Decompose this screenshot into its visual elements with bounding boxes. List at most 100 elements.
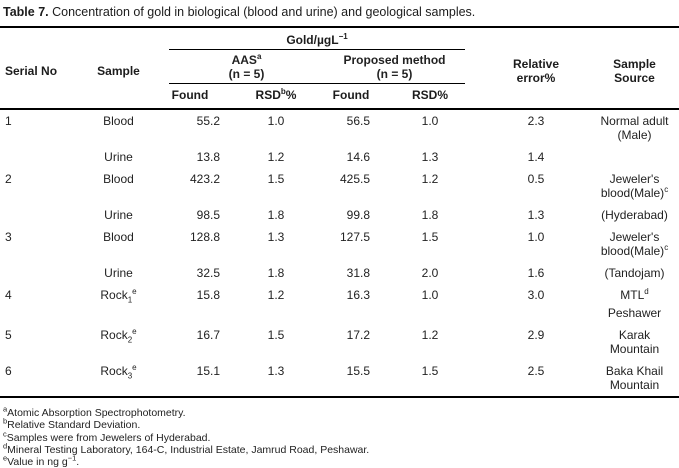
table-row: 5 Rock2e 16.7 1.5 17.2 1.2 2.9 Karak Mou… xyxy=(0,324,679,360)
cell-serial: 4 xyxy=(5,288,12,302)
cell-relative-error: 0.5 xyxy=(527,172,545,186)
sample-text: Urine xyxy=(104,208,133,222)
cell-pm-rsd: 1.8 xyxy=(421,208,439,222)
cell-serial: 2 xyxy=(5,172,12,186)
cell-pm-found: 99.8 xyxy=(346,208,370,222)
header-serial-no: Serial No xyxy=(5,63,58,78)
footnote-mark: e xyxy=(3,453,8,463)
cell-serial: 5 xyxy=(5,328,12,342)
cell-aas-found: 55.2 xyxy=(196,114,220,128)
rsd-prefix: RSD xyxy=(255,88,281,102)
cell-sample-source: Baka Khail Mountain xyxy=(590,360,679,397)
cell-sample-source: Jeweler's blood(Male)c xyxy=(590,168,679,204)
cell-sample-source: Normal adult (Male) xyxy=(590,109,679,146)
cell-serial: 1 xyxy=(5,114,12,128)
cell-aas-found: 423.2 xyxy=(189,172,220,186)
cell-aas-rsd: 1.5 xyxy=(267,328,285,342)
source-line1: Normal adult xyxy=(600,114,669,128)
cell-pm-found: 15.5 xyxy=(346,364,370,378)
cell-pm-found: 56.5 xyxy=(346,114,370,128)
sample-text: Blood xyxy=(103,172,134,186)
header-sample: Sample xyxy=(97,63,140,78)
footnote-mark: b xyxy=(3,416,8,426)
aas-footnote-mark: a xyxy=(256,52,262,61)
cell-aas-found: 16.7 xyxy=(196,328,220,342)
cell-relative-error: 2.3 xyxy=(527,114,545,128)
sample-text: Urine xyxy=(104,150,133,164)
gold-unit-label: Gold/µgL xyxy=(286,33,339,47)
sample-text: Rock xyxy=(100,288,128,302)
cell-pm-rsd: 1.2 xyxy=(421,328,439,342)
table-row: 3 Blood 128.8 1.3 127.5 1.5 1.0 Jeweler'… xyxy=(0,226,679,262)
cell-sample: Blood xyxy=(85,168,152,204)
cell-sample-source: (Tandojam) xyxy=(590,262,679,284)
sample-subscript: 1 xyxy=(127,295,133,305)
source-line2: blood(Male) xyxy=(600,186,665,200)
cell-pm-rsd: 1.0 xyxy=(421,288,439,302)
cell-sample-source: Jeweler's blood(Male)c xyxy=(590,226,679,262)
source-line1: Karak xyxy=(618,328,651,342)
cell-serial xyxy=(0,204,85,226)
cell-serial xyxy=(0,146,85,168)
cell-pm-rsd: 1.5 xyxy=(421,230,439,244)
sample-source-line2: Source xyxy=(614,70,655,85)
table-body: 1 Blood 55.2 1.0 56.5 1.0 2.3 Normal adu… xyxy=(0,109,679,397)
cell-sample: Rock3e xyxy=(85,360,152,397)
cell-sample: Urine xyxy=(85,204,152,226)
cell-relative-error: 1.3 xyxy=(527,208,545,222)
rsd-footnote-mark: b xyxy=(280,87,286,96)
footnote-mark: a xyxy=(3,404,8,414)
cell-aas-found: 128.8 xyxy=(189,230,220,244)
footnote-e: eValue in ng g−1. xyxy=(3,453,679,468)
cell-pm-rsd: 1.2 xyxy=(421,172,439,186)
table-number: Table 7. xyxy=(3,5,49,19)
footnote-b: bRelative Standard Deviation. xyxy=(3,416,679,432)
table-caption: Table 7. Concentration of gold in biolog… xyxy=(0,0,679,26)
footnote-mark: d xyxy=(3,441,8,451)
header-aas-group: AASa (n = 5) xyxy=(152,50,324,84)
table-row: 6 Rock3e 15.1 1.3 15.5 1.5 2.5 Baka Khai… xyxy=(0,360,679,397)
cell-aas-rsd: 1.3 xyxy=(267,230,285,244)
cell-sample: Blood xyxy=(85,109,152,146)
cell-sample: Rock2e xyxy=(85,324,152,360)
cell-relative-error: 1.0 xyxy=(527,230,545,244)
aas-n-label: (n = 5) xyxy=(228,67,265,81)
footnote-d: dMineral Testing Laboratory, 164-C, Indu… xyxy=(3,441,679,456)
header-relative-error: Relative error% xyxy=(482,27,590,109)
header-found-aas: Found xyxy=(171,88,209,102)
cell-aas-rsd: 1.2 xyxy=(267,288,285,302)
source-line2: Mountain xyxy=(609,342,660,356)
cell-pm-rsd: 1.3 xyxy=(421,150,439,164)
aas-label: AAS xyxy=(231,53,257,67)
source-line1: (Hyderabad) xyxy=(601,208,668,222)
source-line2: Peshawer xyxy=(607,306,662,320)
sample-text: Rock xyxy=(100,364,128,378)
cell-pm-found: 16.3 xyxy=(346,288,370,302)
sample-footnote-mark: e xyxy=(132,287,137,296)
cell-pm-found: 14.6 xyxy=(346,150,370,164)
cell-aas-found: 15.8 xyxy=(196,288,220,302)
cell-aas-rsd: 1.8 xyxy=(267,266,285,280)
footnote-mark: c xyxy=(3,429,7,439)
source-line1: Jeweler's xyxy=(609,230,660,244)
gold-unit-exponent: −1 xyxy=(338,32,348,41)
source-line2: (Male) xyxy=(617,128,652,142)
cell-relative-error: 3.0 xyxy=(527,288,545,302)
footnote-a: aAtomic Absorption Spectrophotometry. xyxy=(3,404,679,419)
header-proposed-group: Proposed method (n = 5) xyxy=(324,50,482,84)
cell-relative-error: 2.9 xyxy=(527,328,545,342)
table-row: Urine 98.5 1.8 99.8 1.8 1.3 (Hyderabad) xyxy=(0,204,679,226)
table-header: Serial No Sample Gold/µgL−1 Relative err… xyxy=(0,27,679,109)
sample-footnote-mark: e xyxy=(132,363,137,372)
cell-aas-rsd: 1.3 xyxy=(267,364,285,378)
header-found-proposed: Found xyxy=(332,88,370,102)
cell-pm-found: 31.8 xyxy=(346,266,370,280)
footnote-text: Samples were from Jewelers of Hyderabad. xyxy=(6,431,211,444)
cell-sample-source: Karak Mountain xyxy=(590,324,679,360)
sample-text: Rock xyxy=(100,328,128,342)
header-rsd-aas: RSDb% xyxy=(228,84,324,109)
cell-pm-found: 17.2 xyxy=(346,328,370,342)
sample-source-line1: Sample xyxy=(613,56,656,71)
cell-serial: 6 xyxy=(5,364,12,378)
table-caption-text: Concentration of gold in biological (blo… xyxy=(48,5,476,19)
